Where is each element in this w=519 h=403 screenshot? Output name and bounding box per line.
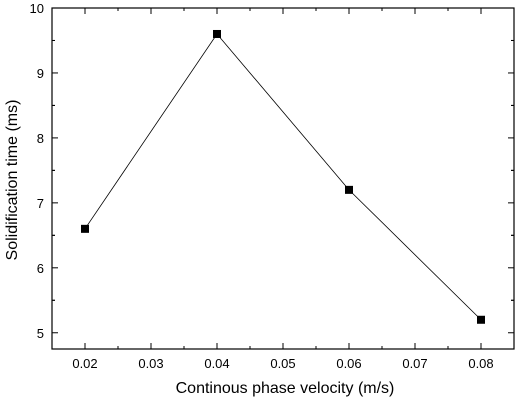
y-tick-label: 8 [37, 131, 44, 146]
data-point [81, 224, 89, 233]
x-tick-label: 0.02 [72, 356, 97, 371]
data-point [213, 29, 221, 38]
y-tick-label: 9 [37, 66, 44, 81]
axis-ticks-group: 0.02 0.03 0.04 0.05 0.06 0.07 0.08 5 6 7 8 9 10 [30, 1, 514, 371]
data-point [477, 315, 485, 324]
x-tick-label: 0.08 [468, 356, 493, 371]
x-tick-label: 0.03 [138, 356, 163, 371]
x-tick-label: 0.06 [336, 356, 361, 371]
plot-frame-group [51, 7, 515, 350]
y-axis-title: Solidification time (ms) [4, 100, 21, 261]
x-tick-label: 0.05 [270, 356, 295, 371]
series-line-group [84, 33, 482, 321]
x-tick-label: 0.07 [402, 356, 427, 371]
y-tick-label: 5 [37, 326, 44, 341]
data-points-group [81, 29, 485, 324]
y-tick-label: 6 [37, 261, 44, 276]
y-tick-label: 7 [37, 196, 44, 211]
plot-frame [51, 7, 515, 350]
x-tick-label: 0.04 [204, 356, 229, 371]
x-axis-title: Continous phase velocity (m/s) [176, 380, 395, 397]
y-tick-label: 10 [30, 1, 44, 16]
series-line [84, 33, 482, 321]
data-point [345, 185, 353, 194]
